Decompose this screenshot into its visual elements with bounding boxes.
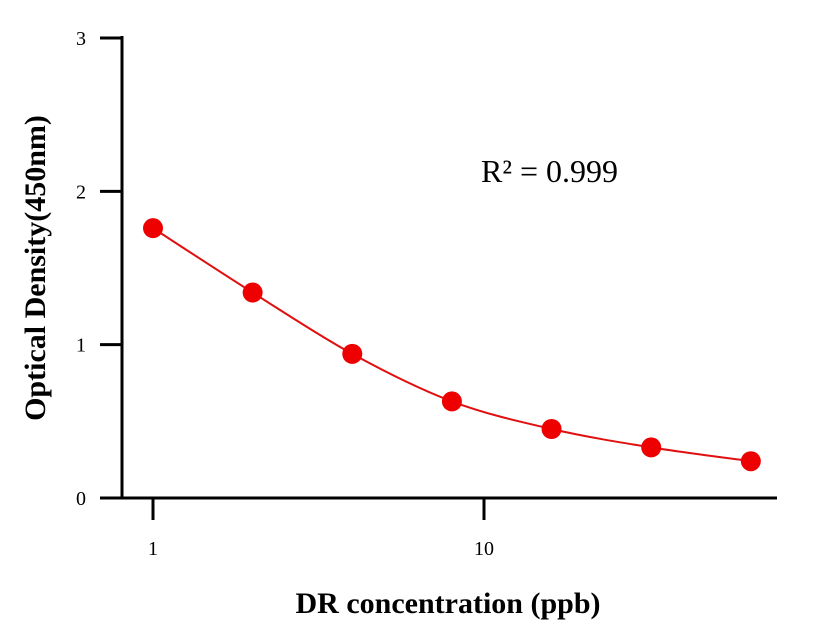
data-point bbox=[441, 391, 462, 412]
y-tick-label: 0 bbox=[76, 488, 86, 510]
y-tick-label: 2 bbox=[76, 181, 86, 203]
fit-curve bbox=[152, 227, 751, 463]
x-tick-labels: 1 10 bbox=[148, 538, 494, 560]
data-point bbox=[740, 451, 761, 472]
data-points bbox=[143, 218, 761, 472]
data-point bbox=[242, 282, 263, 303]
y-axis-label: Optical Density(450nm) bbox=[19, 115, 52, 421]
data-point bbox=[143, 218, 163, 239]
data-point bbox=[342, 343, 363, 364]
y-tick-label: 1 bbox=[76, 335, 86, 357]
y-tick-labels: 0 1 2 3 bbox=[76, 28, 86, 510]
data-point bbox=[641, 437, 662, 458]
x-axis-label: DR concentration (ppb) bbox=[296, 587, 601, 620]
axes bbox=[100, 36, 777, 520]
y-tick-label: 3 bbox=[76, 28, 86, 50]
x-tick-label: 1 bbox=[148, 538, 158, 560]
data-point bbox=[541, 419, 562, 440]
r-squared-annotation: R² = 0.999 bbox=[481, 153, 618, 189]
x-tick-label: 10 bbox=[474, 538, 494, 560]
